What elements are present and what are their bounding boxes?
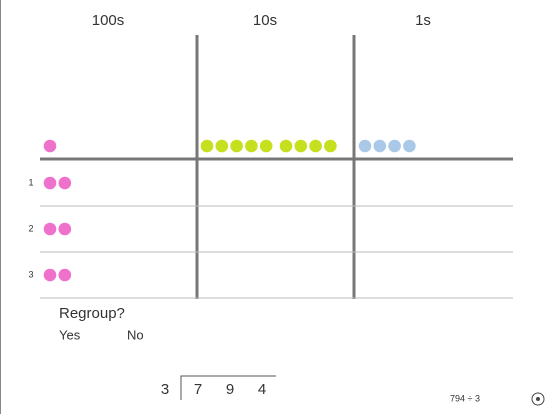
dividend-digit: 9 [226, 381, 234, 398]
division-bracket [180, 375, 276, 400]
menu-button-dot [536, 397, 540, 401]
yes-button[interactable]: Yes [59, 327, 81, 342]
column-header: 100s [92, 12, 125, 29]
counter-dot [259, 139, 273, 153]
counter-dot [245, 139, 258, 153]
counter-dot [43, 222, 57, 236]
counter-dot [230, 139, 243, 153]
row-label: 1 [28, 177, 33, 187]
row-label: 3 [28, 269, 33, 279]
counter-dot [388, 139, 401, 153]
counter-dot [279, 139, 293, 153]
divisor: 3 [161, 381, 169, 398]
counter-dot [58, 222, 72, 236]
dividend-digit: 7 [194, 381, 202, 398]
regroup-prompt: Regroup? [59, 305, 125, 322]
counter-dot [43, 268, 57, 282]
counter-dot [215, 139, 229, 153]
counter-dot [294, 139, 308, 153]
menu-button[interactable] [531, 392, 545, 406]
caption: 794 ÷ 3 [450, 393, 480, 403]
counter-dot [43, 139, 57, 153]
column-header: 10s [253, 12, 277, 29]
counter-dot [403, 139, 416, 153]
counter-dot [373, 139, 387, 153]
counter-dot [58, 268, 72, 282]
column-header: 1s [415, 12, 431, 29]
counter-dot [358, 139, 372, 153]
counter-dot [43, 176, 57, 190]
counter-dot [200, 139, 214, 153]
counter-dot [324, 139, 337, 153]
counter-dot [309, 139, 322, 153]
dividend-digit: 4 [258, 381, 266, 398]
counter-dot [58, 176, 72, 190]
no-button[interactable]: No [127, 327, 144, 342]
row-label: 2 [28, 223, 33, 233]
